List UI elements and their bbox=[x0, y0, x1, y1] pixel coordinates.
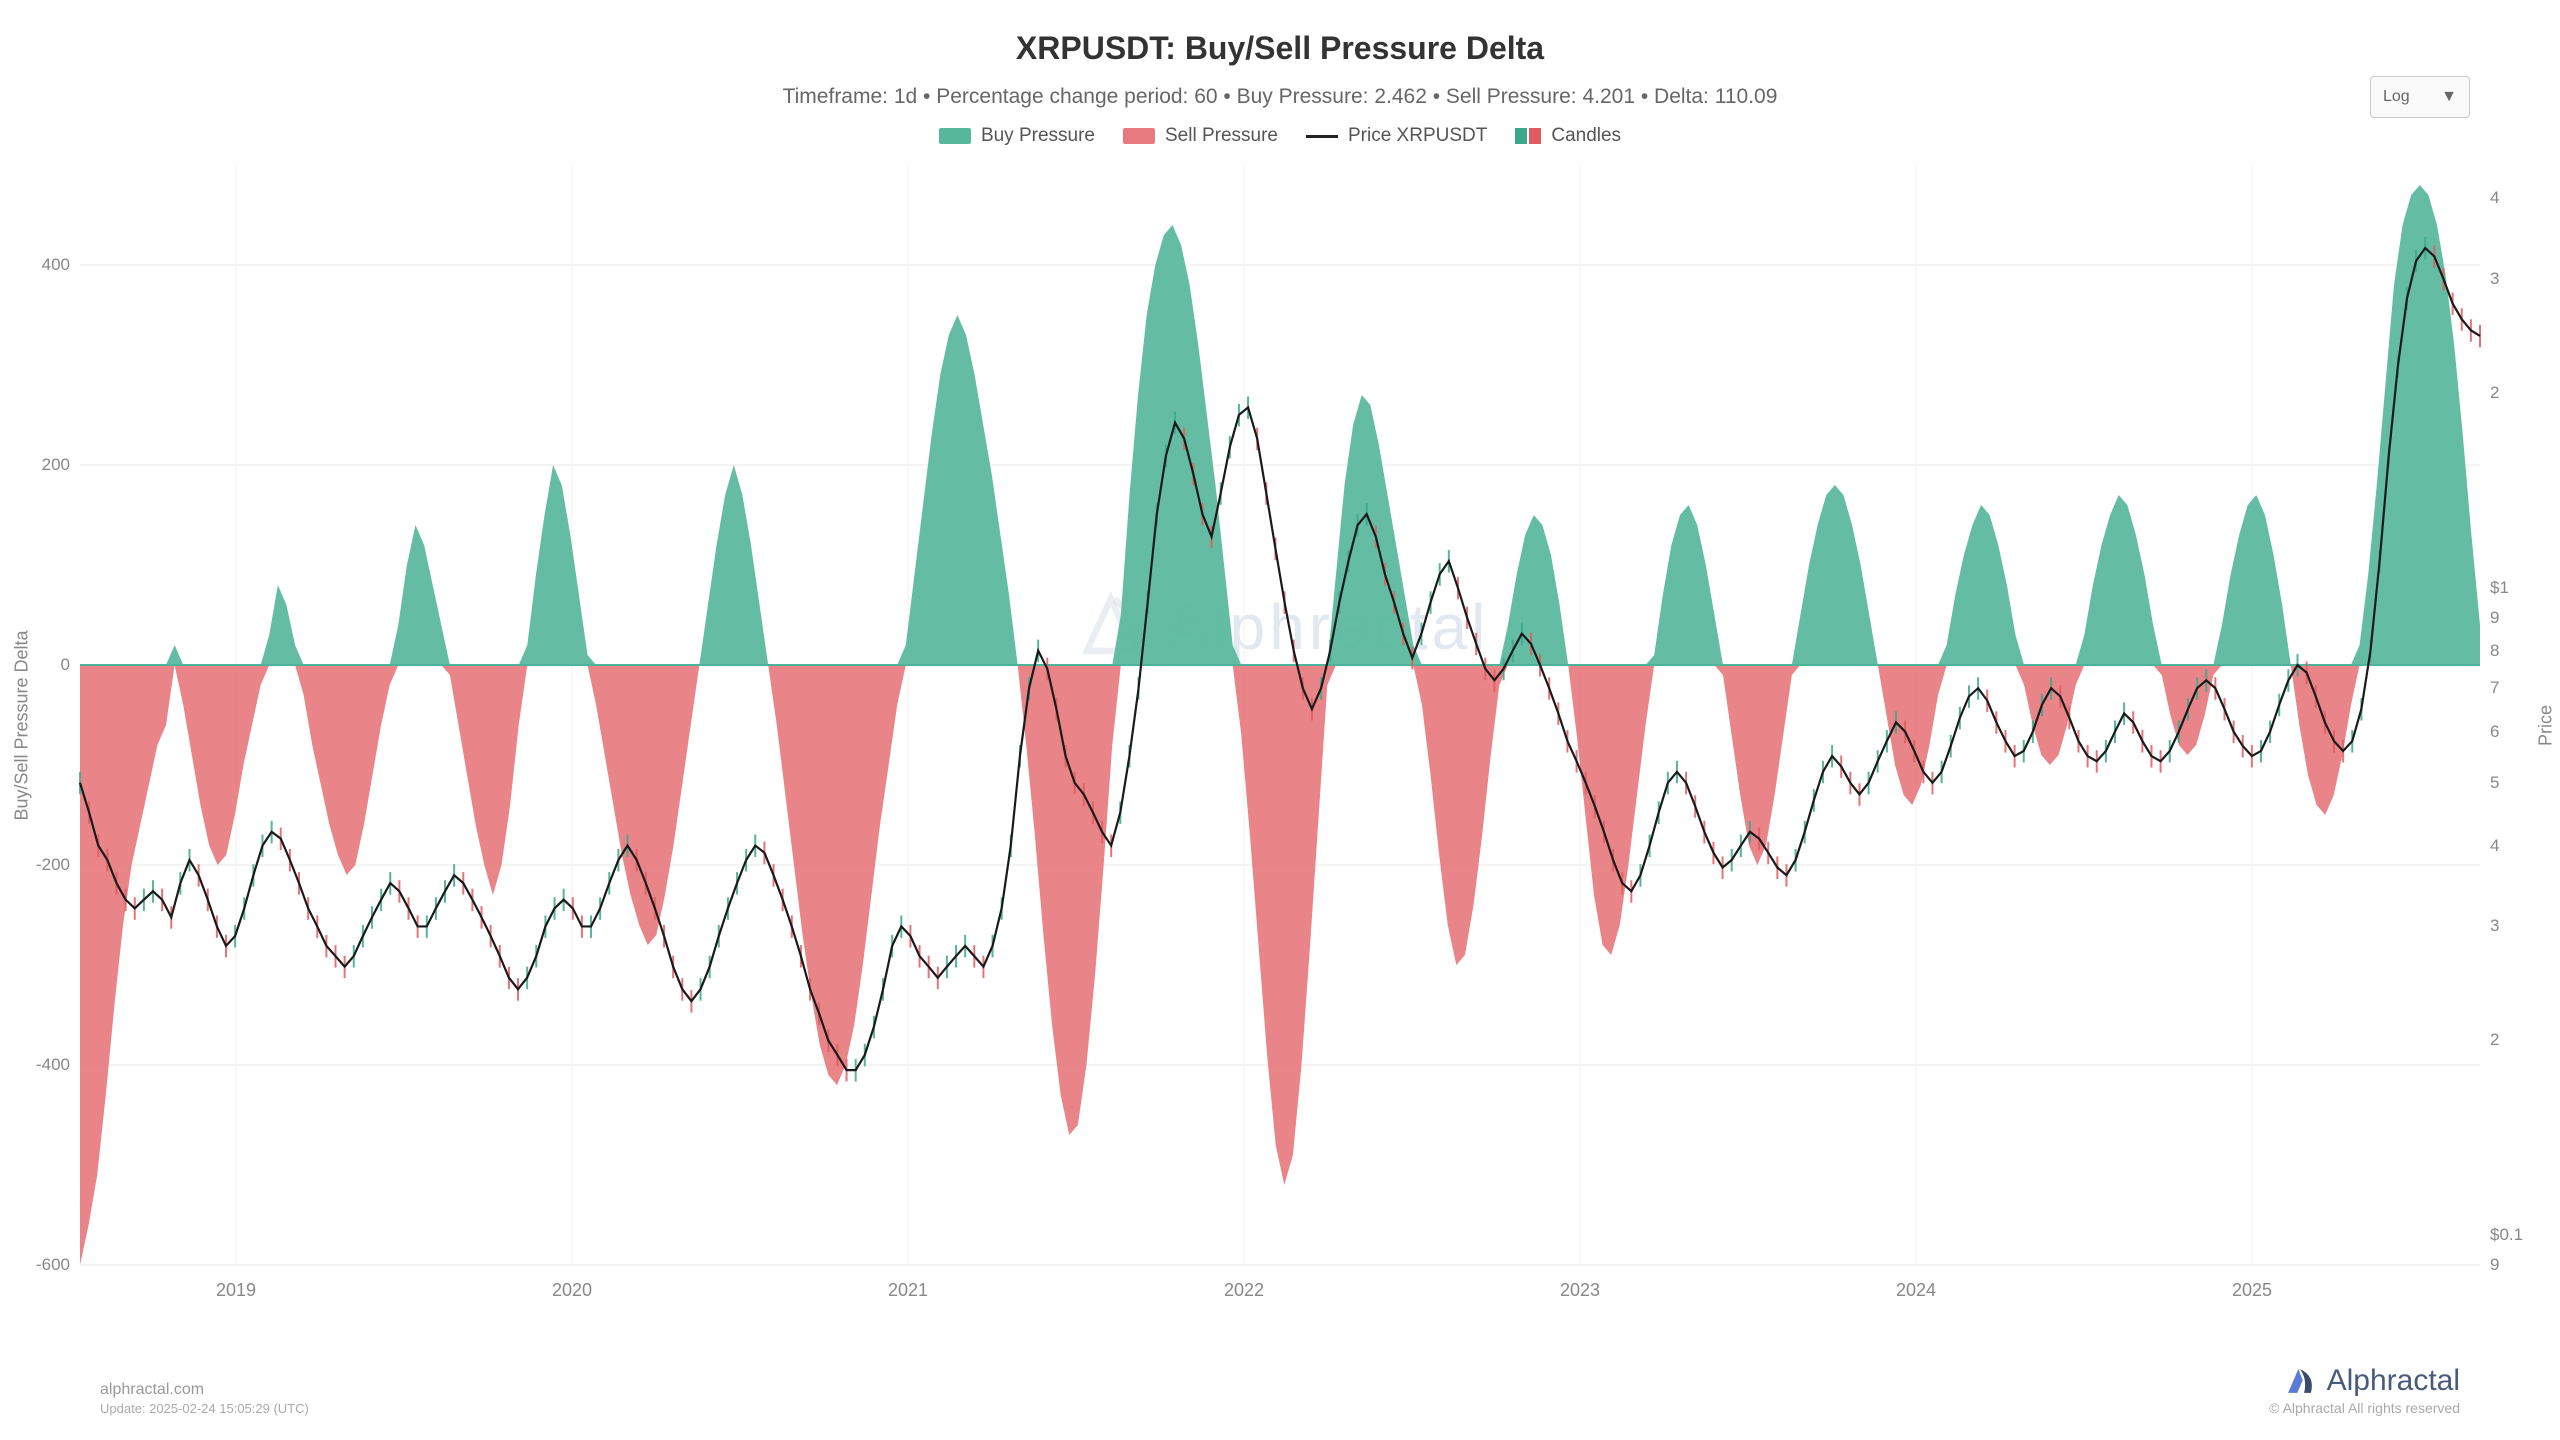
x-tick: 2022 bbox=[1224, 1280, 1264, 1301]
plot-area[interactable]: Buy/Sell Pressure Delta Price Alphractal… bbox=[80, 165, 2480, 1265]
x-tick: 2024 bbox=[1896, 1280, 1936, 1301]
legend-price-label: Price XRPUSDT bbox=[1348, 125, 1487, 147]
y-tick-left: -200 bbox=[36, 855, 70, 875]
sell-swatch bbox=[1123, 128, 1155, 144]
y-tick-right: 9 bbox=[2490, 608, 2499, 628]
y-axis-right-label: Price bbox=[2536, 705, 2557, 746]
y-axis-left-label: Buy/Sell Pressure Delta bbox=[12, 630, 33, 820]
scale-selector-value: Log bbox=[2383, 88, 2410, 106]
y-tick-right: 5 bbox=[2490, 773, 2499, 793]
y-tick-left: -600 bbox=[36, 1255, 70, 1275]
buy-swatch bbox=[939, 128, 971, 144]
x-tick: 2019 bbox=[216, 1280, 256, 1301]
y-tick-right: 3 bbox=[2490, 916, 2499, 936]
y-tick-left: 400 bbox=[42, 255, 70, 275]
footer-right: Alphractal © Alphractal All rights reser… bbox=[2269, 1364, 2460, 1416]
footer-left: alphractal.com Update: 2025-02-24 15:05:… bbox=[100, 1381, 309, 1416]
legend-buy[interactable]: Buy Pressure bbox=[939, 125, 1095, 147]
scale-selector[interactable]: Log ▼ bbox=[2370, 76, 2470, 118]
y-tick-right: $1 bbox=[2490, 578, 2509, 598]
footer-copyright: © Alphractal All rights reserved bbox=[2269, 1400, 2460, 1416]
y-tick-left: 0 bbox=[61, 655, 70, 675]
y-tick-right: 4 bbox=[2490, 188, 2499, 208]
y-tick-right: 3 bbox=[2490, 269, 2499, 289]
chart-subtitle: Timeframe: 1d • Percentage change period… bbox=[80, 85, 2480, 109]
x-tick: 2023 bbox=[1560, 1280, 1600, 1301]
legend-sell-label: Sell Pressure bbox=[1165, 125, 1278, 147]
price-line-swatch bbox=[1306, 135, 1338, 138]
x-tick: 2025 bbox=[2232, 1280, 2272, 1301]
y-tick-right: 8 bbox=[2490, 641, 2499, 661]
chart-title: XRPUSDT: Buy/Sell Pressure Delta bbox=[80, 30, 2480, 67]
y-tick-right: 2 bbox=[2490, 383, 2499, 403]
x-tick: 2020 bbox=[552, 1280, 592, 1301]
x-tick: 2021 bbox=[888, 1280, 928, 1301]
y-tick-right: $0.1 bbox=[2490, 1225, 2523, 1245]
candle-swatch bbox=[1515, 128, 1541, 144]
y-tick-left: -400 bbox=[36, 1055, 70, 1075]
legend-sell[interactable]: Sell Pressure bbox=[1123, 125, 1278, 147]
brand-logo-icon bbox=[2283, 1364, 2317, 1398]
legend-candles[interactable]: Candles bbox=[1515, 125, 1621, 147]
legend: Buy Pressure Sell Pressure Price XRPUSDT… bbox=[80, 125, 2480, 147]
y-tick-right: 2 bbox=[2490, 1030, 2499, 1050]
chart-container: XRPUSDT: Buy/Sell Pressure Delta Timefra… bbox=[80, 30, 2480, 1400]
y-tick-left: 200 bbox=[42, 455, 70, 475]
y-tick-right: 7 bbox=[2490, 678, 2499, 698]
plot-svg bbox=[80, 165, 2480, 1265]
y-tick-right: 6 bbox=[2490, 722, 2499, 742]
footer-brand: Alphractal bbox=[2269, 1364, 2460, 1398]
footer-update: Update: 2025-02-24 15:05:29 (UTC) bbox=[100, 1401, 309, 1416]
chevron-down-icon: ▼ bbox=[2441, 88, 2457, 106]
legend-price[interactable]: Price XRPUSDT bbox=[1306, 125, 1487, 147]
footer-site: alphractal.com bbox=[100, 1381, 309, 1399]
y-tick-right: 4 bbox=[2490, 836, 2499, 856]
legend-candles-label: Candles bbox=[1551, 125, 1621, 147]
legend-buy-label: Buy Pressure bbox=[981, 125, 1095, 147]
y-tick-right: 9 bbox=[2490, 1255, 2499, 1275]
